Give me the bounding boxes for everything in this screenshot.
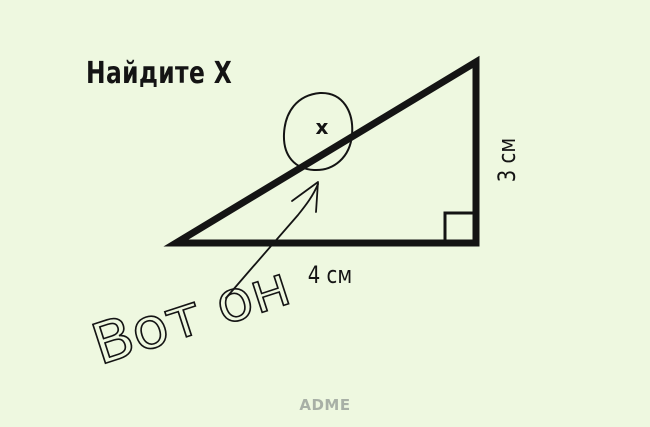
right-triangle bbox=[163, 55, 480, 247]
hypotenuse-variable-label: x bbox=[316, 115, 329, 139]
handwritten-arrowhead bbox=[291, 181, 319, 213]
handwritten-note: Вот он bbox=[84, 253, 298, 378]
handwritten-circle bbox=[282, 91, 354, 172]
handwritten-arrow bbox=[225, 183, 319, 299]
watermark: ADME bbox=[299, 396, 351, 414]
page-title: Найдите X bbox=[86, 56, 233, 91]
height-length-label: 3 см bbox=[494, 138, 521, 182]
right-angle-marker bbox=[443, 211, 476, 243]
base-length-label: 4 см bbox=[308, 262, 352, 289]
